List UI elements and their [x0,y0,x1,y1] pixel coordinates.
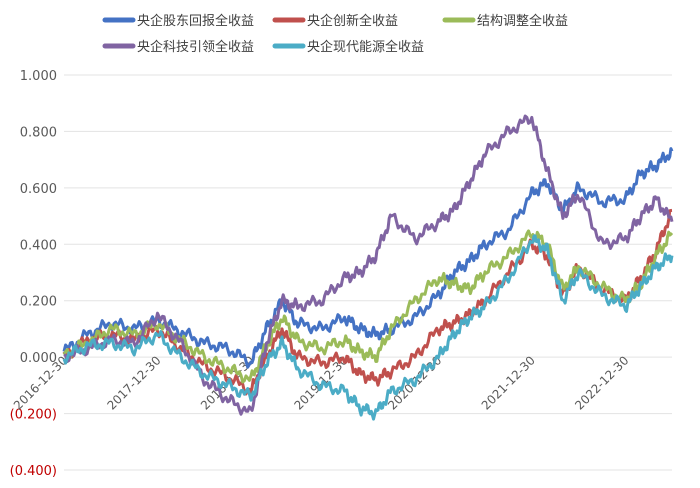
series-line-2 [62,229,674,384]
series-lines [62,114,674,421]
y-tick-label: (0.400) [10,464,57,479]
legend-label: 结构调整全收益 [477,13,568,29]
y-tick-label: 0.000 [20,351,57,366]
series-line-0 [62,147,674,369]
y-tick-label: 0.800 [20,125,57,140]
legend-label: 央企创新全收益 [307,13,398,29]
y-tick-label: 0.400 [20,238,57,253]
y-tick-label: 1.000 [20,69,57,84]
legend-label: 央企现代能源全收益 [307,39,424,55]
y-tick-label: 0.200 [20,295,57,310]
y-tick-label: (0.200) [10,408,57,423]
series-line-3 [63,114,674,416]
y-axis-tick-labels: 1.000 0.800 0.600 0.400 0.200 0.000 (0.200) (0.… [10,69,57,479]
legend-label: 央企股东回报全收益 [137,13,254,29]
series-line-4 [62,234,674,421]
x-tick-label: 2017-12-30 [104,353,163,412]
x-tick-label: 2022-12-30 [572,353,631,412]
x-tick-label: 2021-12-30 [479,353,538,412]
y-tick-label: 0.600 [20,182,57,197]
legend-label: 央企科技引领全收益 [137,39,254,55]
